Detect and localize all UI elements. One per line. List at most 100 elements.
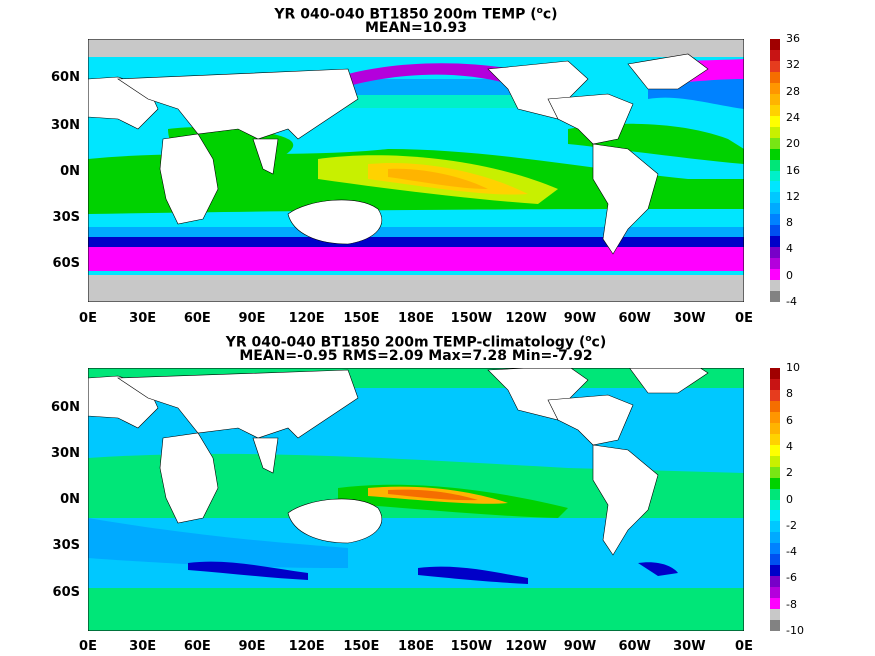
colorbar-swatch — [770, 49, 780, 62]
colorbar-swatch — [770, 137, 780, 150]
colorbar-swatch — [770, 247, 780, 259]
colorbar-tick-label: 6 — [786, 413, 793, 427]
lon-tick-label: 30E — [129, 639, 157, 654]
colorbar-swatch — [770, 280, 780, 292]
colorbar-tick-label: 28 — [786, 84, 800, 98]
colorbar-swatch — [770, 455, 780, 468]
colorbar-swatch — [770, 620, 780, 632]
colorbar-swatch — [770, 126, 780, 139]
panel1-colorbar — [770, 39, 780, 303]
colorbar-swatch — [770, 532, 780, 544]
colorbar-swatch — [770, 93, 780, 106]
colorbar-swatch — [770, 554, 780, 566]
lon-tick-label: 150W — [450, 639, 493, 654]
panel1-lat-label: 30N — [51, 118, 80, 133]
panel1-lat-label: 60S — [52, 256, 80, 271]
colorbar-swatch — [770, 565, 780, 577]
panel2-map — [88, 368, 744, 631]
colorbar-tick-label: 16 — [786, 163, 800, 177]
lon-tick-label: 120E — [288, 639, 325, 654]
colorbar-swatch — [770, 422, 780, 435]
colorbar-swatch — [770, 488, 780, 500]
panel1-title: YR 040-040 BT1850 200m TEMP (oc) — [274, 6, 558, 23]
lon-tick-label: 120E — [288, 311, 325, 326]
colorbar-swatch — [770, 148, 780, 161]
colorbar-swatch — [770, 181, 780, 193]
colorbar-swatch — [770, 39, 780, 51]
lon-tick-label: 150W — [450, 311, 493, 326]
colorbar-swatch — [770, 159, 780, 171]
panel2-stats: MEAN=-0.95 RMS=2.09 Max=7.28 Min=-7.92 — [239, 348, 593, 364]
colorbar-swatch — [770, 115, 780, 128]
colorbar-tick-label: 8 — [786, 216, 793, 230]
lon-tick-label: 120W — [505, 639, 547, 654]
panel1-stats: MEAN=10.93 — [364, 20, 468, 36]
colorbar-swatch — [770, 269, 780, 281]
colorbar-swatch — [770, 521, 780, 533]
colorbar-swatch — [770, 82, 780, 95]
lon-tick-label: 30E — [129, 311, 157, 326]
lon-tick-label: 120W — [505, 311, 547, 326]
colorbar-tick-label: 4 — [786, 439, 793, 453]
colorbar-swatch — [770, 389, 780, 402]
lon-tick-label: 90E — [238, 639, 266, 654]
lon-tick-label: 60W — [618, 639, 651, 654]
colorbar-swatch — [770, 587, 780, 599]
colorbar-tick-label: 24 — [786, 110, 800, 124]
panel2-colorbar — [770, 368, 780, 632]
colorbar-swatch — [770, 104, 780, 117]
colorbar-swatch — [770, 510, 780, 522]
colorbar-swatch — [770, 609, 780, 621]
colorbar-swatch — [770, 214, 780, 226]
colorbar-tick-label: 2 — [786, 466, 793, 480]
colorbar-tick-label: -4 — [786, 295, 797, 308]
colorbar-swatch — [770, 576, 780, 588]
panel2-lat-label: 30S — [52, 538, 80, 553]
colorbar-tick-label: -2 — [786, 518, 797, 532]
panel2-lat-label: 60N — [51, 400, 80, 415]
lon-tick-label: 150E — [343, 311, 380, 326]
colorbar-swatch — [770, 466, 780, 479]
colorbar-swatch — [770, 444, 780, 457]
lon-tick-label: 0E — [735, 311, 753, 326]
colorbar-tick-label: 0 — [786, 492, 793, 506]
colorbar-tick-label: 0 — [786, 268, 793, 282]
colorbar-swatch — [770, 71, 780, 84]
lon-tick-label: 180E — [397, 311, 435, 326]
lon-tick-label: 30W — [673, 311, 706, 326]
colorbar-swatch — [770, 60, 780, 73]
panel1-lat-label: 60N — [51, 70, 80, 85]
panel2-lat-label: 60S — [52, 585, 80, 600]
panel2-lat-label: 0N — [60, 492, 80, 507]
lon-tick-label: 90E — [238, 311, 266, 326]
colorbar-tick-label: -8 — [786, 597, 797, 611]
colorbar-tick-label: 32 — [786, 58, 800, 72]
lon-tick-label: 180E — [397, 639, 435, 654]
colorbar-swatch — [770, 411, 780, 424]
colorbar-tick-label: 12 — [786, 189, 800, 203]
colorbar-swatch — [770, 499, 780, 511]
panel2-lat-label: 30N — [51, 446, 80, 461]
colorbar-swatch — [770, 378, 780, 391]
colorbar-swatch — [770, 192, 780, 204]
colorbar-swatch — [770, 543, 780, 555]
colorbar-tick-label: 4 — [786, 242, 793, 256]
lon-tick-label: 60E — [183, 639, 211, 654]
colorbar-tick-label: 20 — [786, 137, 800, 151]
colorbar-tick-label: 36 — [786, 32, 800, 45]
colorbar-tick-label: -6 — [786, 571, 797, 585]
colorbar-tick-label: 8 — [786, 387, 793, 401]
lon-tick-label: 30W — [673, 639, 706, 654]
colorbar-swatch — [770, 258, 780, 270]
lon-tick-label: 90W — [563, 639, 597, 654]
colorbar-swatch — [770, 225, 780, 237]
colorbar-swatch — [770, 236, 780, 248]
panel1-lat-label: 0N — [60, 164, 80, 179]
lon-tick-label: 0E — [79, 311, 97, 326]
colorbar-swatch — [770, 477, 780, 490]
colorbar-tick-label: 10 — [786, 361, 800, 374]
colorbar-swatch — [770, 598, 780, 610]
colorbar-swatch — [770, 368, 780, 380]
lon-tick-label: 150E — [343, 639, 380, 654]
panel1-lat-label: 30S — [52, 210, 80, 225]
